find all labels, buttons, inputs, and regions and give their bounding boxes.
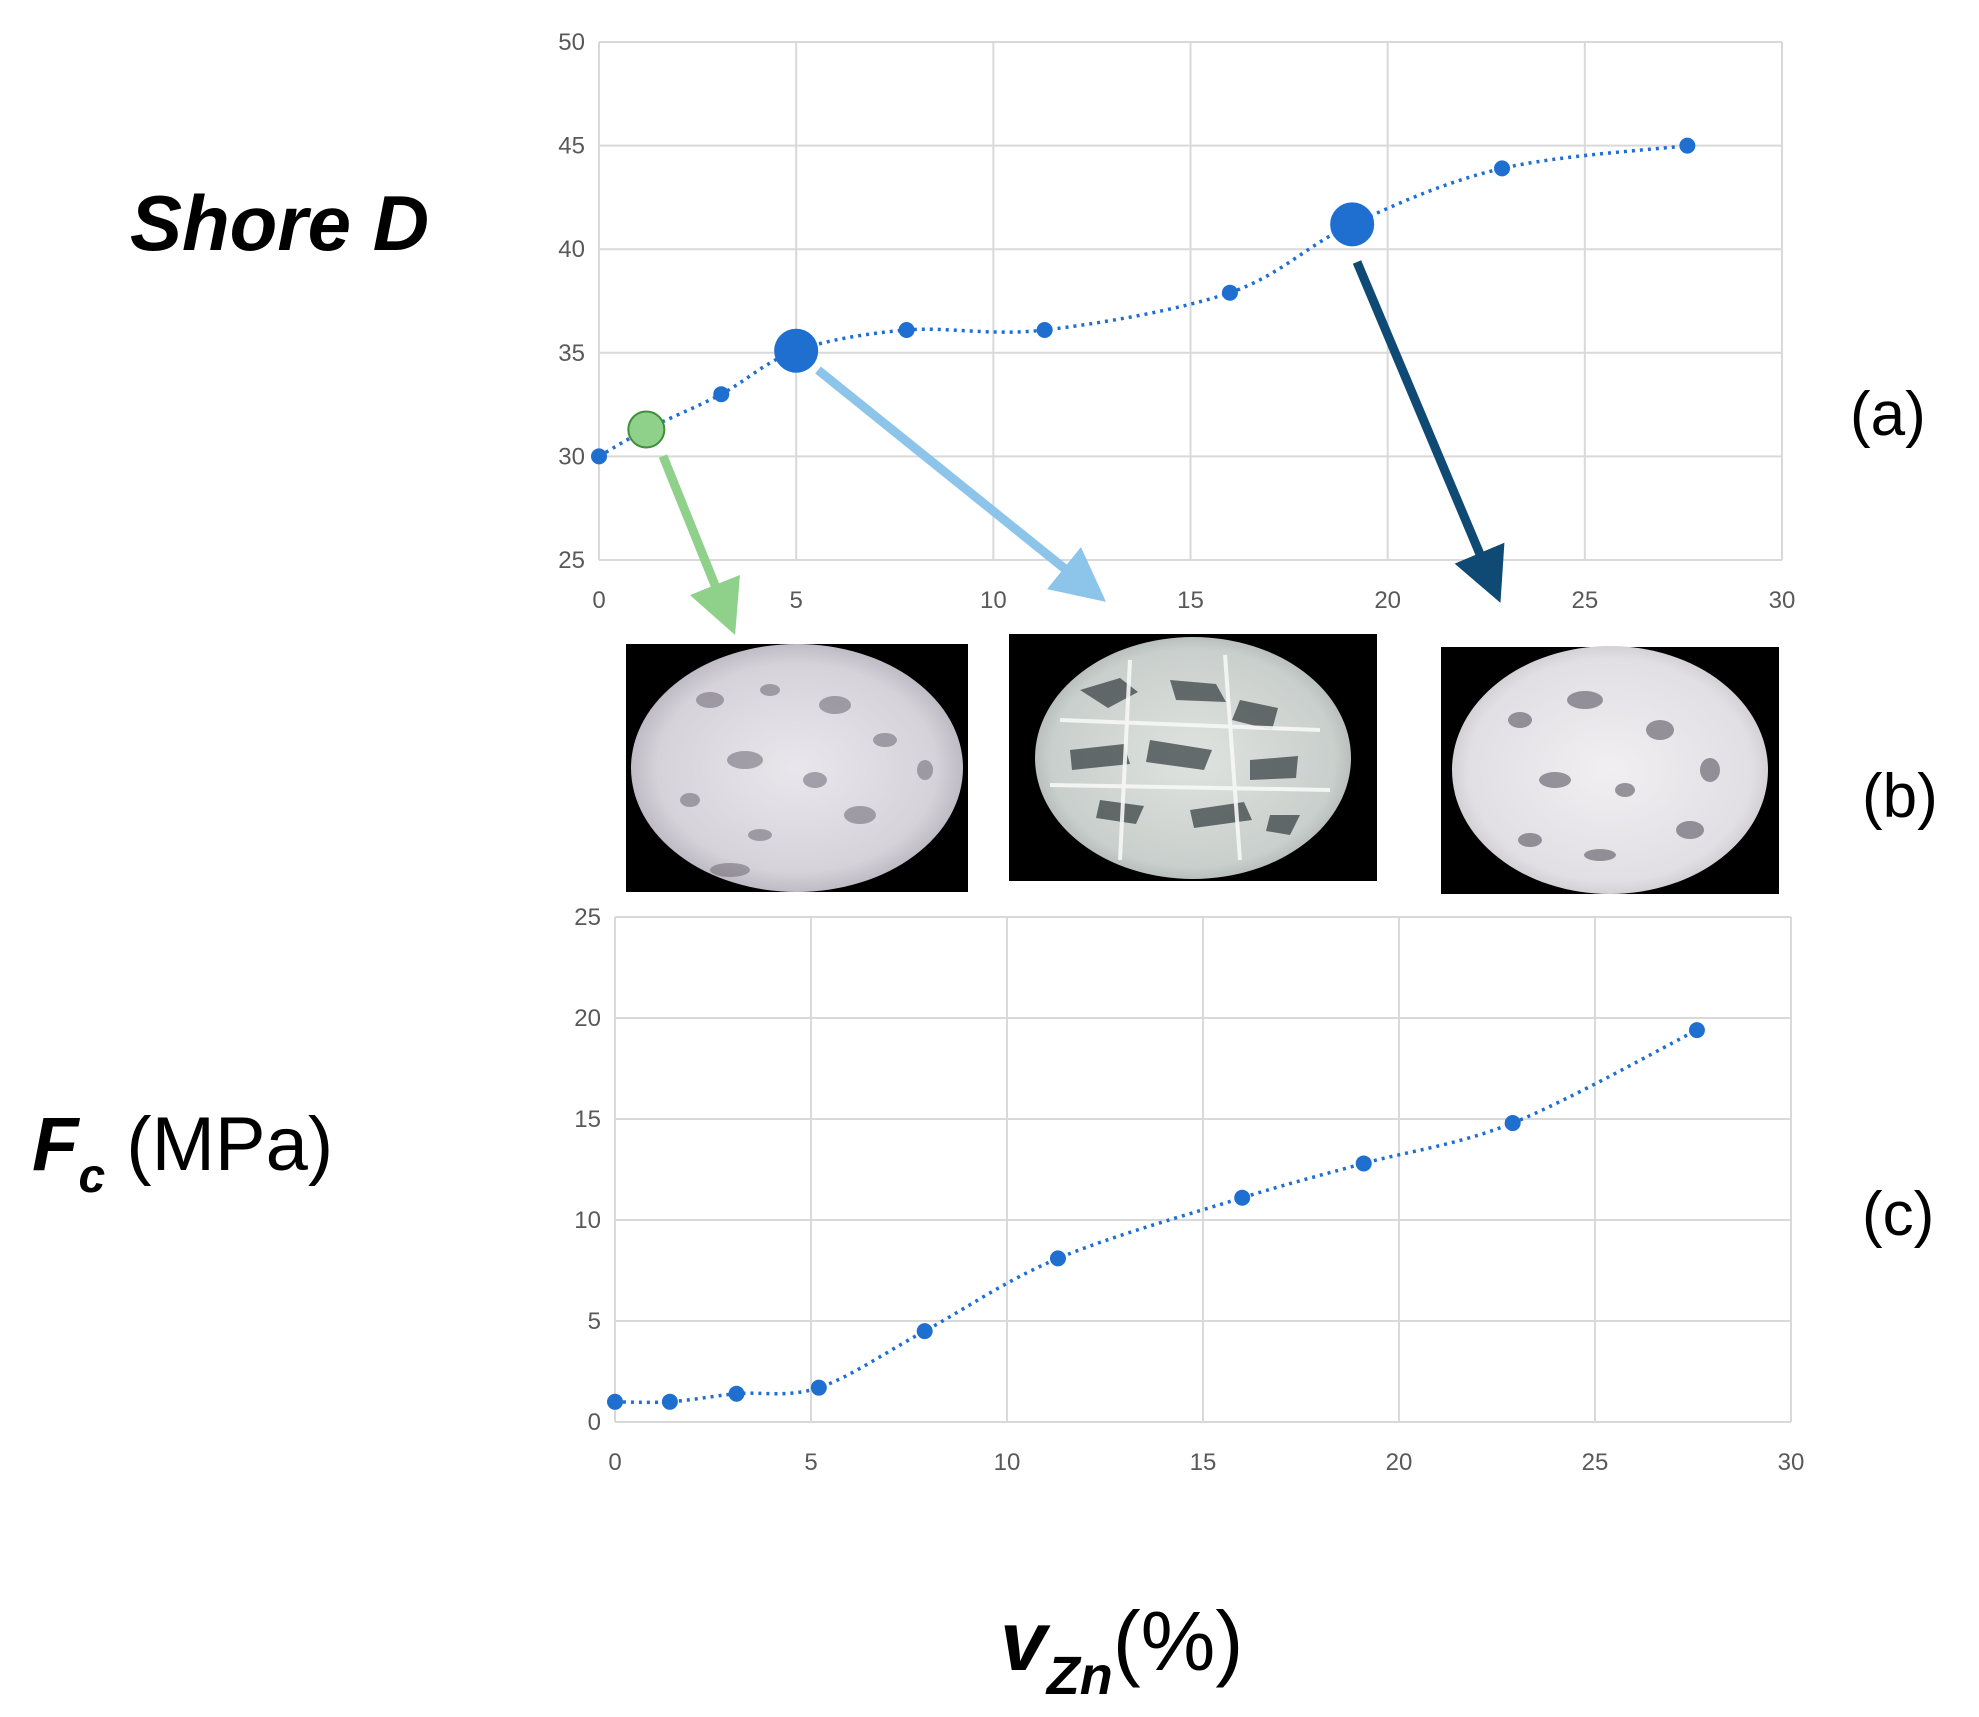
shore-d-trendline [598,143,1688,458]
micrograph-middle [1009,634,1377,881]
highlighted-point [1330,202,1375,247]
x-tick-label: 20 [1386,1449,1413,1476]
y-tick-label: 45 [558,133,585,160]
data-point [1221,284,1238,301]
panel-label-a: (a) [1850,380,1926,449]
arrow-green [658,454,740,636]
data-point [607,1393,623,1410]
data-point [898,322,915,339]
shore-d-axis-title: Shore D [130,179,429,267]
fc-gridlines [614,916,1792,1423]
arrow-light-blue [815,366,1107,602]
micrograph-left [626,644,968,892]
arrow-dark-blue [1352,260,1505,603]
highlighted-point [774,328,819,373]
micrograph-right [1441,646,1779,894]
highlighted-point [627,410,666,449]
y-tick-label: 25 [558,547,585,574]
shore-d-chart: 0 5 10 15 20 25 30 25 30 35 40 45 50 [558,29,1795,614]
x-tick-label: 15 [1177,587,1204,614]
x-tick-label: 15 [1190,1449,1217,1476]
y-tick-label: 0 [588,1409,601,1436]
y-tick-label: 40 [558,236,585,263]
x-tick-label: 5 [804,1449,817,1476]
micrographs [626,634,1779,894]
fc-symbol: F [32,1102,81,1187]
fc-trendline [614,1028,1698,1405]
data-point [1234,1189,1251,1206]
fc-axis-title: Fc (MPa) [32,1102,333,1203]
shore-d-gridlines [598,41,1783,561]
x-tick-label: 10 [980,587,1007,614]
data-point [661,1393,678,1410]
data-point [1679,137,1696,154]
y-tick-label: 25 [574,904,601,931]
y-tick-label: 30 [558,443,585,470]
x-tick-label: 25 [1571,587,1598,614]
y-tick-label: 50 [558,29,585,56]
fc-unit: (MPa) [105,1102,333,1187]
x-unit: (%) [1113,1594,1244,1688]
compression-strength-chart: 0 5 10 15 20 25 30 0 5 10 15 20 25 [574,904,1804,1476]
x-subscript: Zn [1045,1646,1113,1706]
data-point [1036,322,1053,339]
y-tick-label: 10 [574,1207,601,1234]
x-tick-label: 5 [789,587,802,614]
data-point [1688,1022,1705,1039]
panel-label-c: (c) [1862,1180,1934,1249]
x-tick-label: 10 [994,1449,1021,1476]
x-tick-label: 25 [1582,1449,1609,1476]
fc-subscript: c [78,1150,105,1203]
data-point [1355,1155,1372,1172]
micrograph-arrows [658,260,1505,636]
fc-ticks: 0 5 10 15 20 25 30 0 5 10 15 20 25 [574,904,1804,1476]
y-tick-label: 35 [558,340,585,367]
fc-points [607,1022,1705,1410]
y-tick-label: 5 [588,1308,601,1335]
data-point [1504,1115,1521,1132]
x-axis-title: vZn(%) [1000,1594,1243,1706]
data-point [1049,1250,1066,1267]
x-tick-label: 0 [592,587,605,614]
data-point [713,386,730,403]
shore-d-points [591,137,1696,465]
y-tick-label: 15 [574,1106,601,1133]
x-tick-label: 30 [1769,587,1796,614]
shore-d-ticks: 0 5 10 15 20 25 30 25 30 35 40 45 50 [558,29,1795,614]
data-point [810,1379,827,1396]
x-symbol: v [1000,1594,1051,1688]
data-point [1494,160,1511,177]
y-tick-label: 20 [574,1005,601,1032]
x-tick-label: 30 [1778,1449,1805,1476]
data-point [591,448,607,465]
data-point [916,1323,933,1340]
data-point [728,1385,745,1402]
x-tick-label: 20 [1374,587,1401,614]
panel-label-b: (b) [1862,762,1938,831]
x-tick-label: 0 [608,1449,621,1476]
